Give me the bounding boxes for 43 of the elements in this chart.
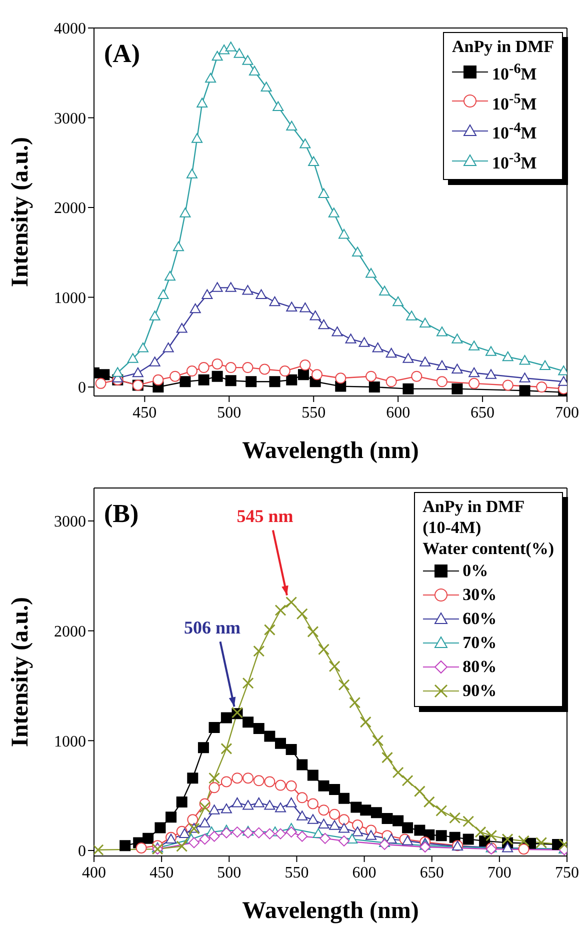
x-tick-label: 500 xyxy=(217,864,242,882)
x-tick-label: 600 xyxy=(386,404,410,422)
legend-label: 0% xyxy=(462,560,488,582)
y-tick-label: 0 xyxy=(78,843,86,860)
x-tick-label: 700 xyxy=(555,404,579,422)
x-tick-label: 750 xyxy=(555,864,579,882)
legend-label: 10$^{-4}$M xyxy=(492,119,537,145)
x-tick-label: 550 xyxy=(284,864,309,882)
legend-label: 60% xyxy=(462,608,497,630)
y-tick-label: 1000 xyxy=(54,290,86,307)
x-tick-label: 500 xyxy=(217,404,242,422)
x-tick-label: 450 xyxy=(132,404,157,422)
legend-label: 30% xyxy=(462,584,497,606)
y-axis-title: Intensity (a.u.) xyxy=(8,136,34,288)
y-axis-title: Intensity (a.u.) xyxy=(8,596,34,748)
y-tick-label: 1000 xyxy=(54,733,86,750)
legend-label: 10$^{-5}$M xyxy=(492,90,537,116)
y-tick-label: 3000 xyxy=(54,514,86,531)
y-tick-label: 4000 xyxy=(54,20,86,38)
y-tick-label: 0 xyxy=(78,380,86,397)
x-tick-label: 650 xyxy=(470,404,495,422)
y-tick-label: 3000 xyxy=(54,110,86,128)
annotation: (B) xyxy=(104,499,139,528)
annotation: (A) xyxy=(104,39,140,68)
x-tick-label: 450 xyxy=(150,864,174,882)
legend-title: AnPy in DMF (10-4M) Water content(%) xyxy=(422,496,554,559)
legend-label: 80% xyxy=(462,656,497,678)
x-axis-title: Wavelength (nm) xyxy=(242,898,419,924)
x-tick-label: 400 xyxy=(82,864,106,882)
legend-label: 90% xyxy=(462,680,497,702)
x-tick-label: 700 xyxy=(487,864,512,882)
x-axis-title: Wavelength (nm) xyxy=(242,438,419,464)
legend-label: 10$^{-3}$M xyxy=(492,148,537,175)
y-tick-label: 2000 xyxy=(54,623,86,640)
annotation: 545 nm xyxy=(236,506,294,526)
legend-label: 10$^{-6}$M xyxy=(492,60,537,86)
annotation: 506 nm xyxy=(184,618,241,638)
legend-title: AnPy in DMF xyxy=(452,36,554,57)
x-tick-label: 550 xyxy=(302,404,326,422)
x-tick-label: 600 xyxy=(352,864,376,882)
x-tick-label: 650 xyxy=(420,864,444,882)
legend-label: 70% xyxy=(462,632,497,654)
y-tick-label: 2000 xyxy=(54,200,86,218)
